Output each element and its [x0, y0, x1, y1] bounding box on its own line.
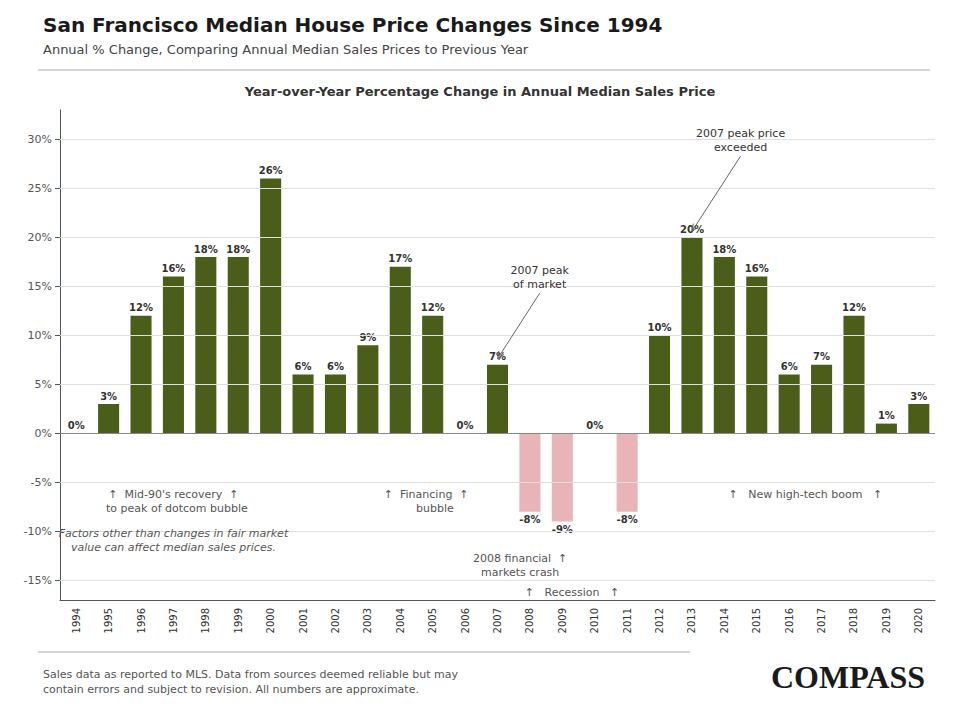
svg-text:Year-over-Year Percentage Chan: Year-over-Year Percentage Change in Annu… — [244, 84, 716, 99]
svg-text:2019: 2019 — [881, 608, 892, 633]
svg-text:18%: 18% — [712, 244, 736, 255]
svg-text:of market: of market — [513, 278, 567, 291]
svg-text:2002: 2002 — [330, 608, 341, 633]
svg-text:10%: 10% — [648, 322, 672, 333]
svg-text:-5%: -5% — [31, 476, 52, 489]
svg-text:↑ New high-tech boom ↑: ↑ New high-tech boom ↑ — [729, 488, 883, 501]
svg-text:2005: 2005 — [427, 608, 438, 633]
svg-text:1997: 1997 — [168, 608, 179, 633]
svg-text:7%: 7% — [489, 351, 506, 362]
svg-text:1%: 1% — [878, 410, 895, 421]
svg-text:0%: 0% — [586, 420, 603, 431]
svg-text:Annual % Change, Comparing Ann: Annual % Change, Comparing Annual Median… — [43, 42, 529, 57]
svg-text:2011: 2011 — [622, 608, 633, 633]
svg-text:1998: 1998 — [200, 608, 211, 633]
svg-text:markets crash: markets crash — [481, 566, 559, 579]
svg-text:-9%: -9% — [552, 524, 573, 535]
svg-text:12%: 12% — [842, 302, 866, 313]
svg-text:2012: 2012 — [654, 608, 665, 633]
svg-text:-10%: -10% — [24, 525, 52, 538]
svg-text:1999: 1999 — [233, 608, 244, 633]
svg-text:2018: 2018 — [848, 608, 859, 633]
svg-text:2009: 2009 — [557, 608, 568, 633]
svg-text:↑ Financing ↑: ↑ Financing ↑ — [384, 488, 469, 501]
svg-text:5%: 5% — [35, 378, 52, 391]
svg-text:2008: 2008 — [524, 608, 535, 633]
svg-text:10%: 10% — [28, 329, 52, 342]
svg-text:20%: 20% — [28, 231, 52, 244]
svg-text:12%: 12% — [421, 302, 445, 313]
svg-text:2004: 2004 — [395, 608, 406, 633]
svg-text:2001: 2001 — [298, 608, 309, 633]
svg-text:Factors other than changes in: Factors other than changes in fair marke… — [59, 527, 289, 540]
svg-text:6%: 6% — [327, 361, 344, 372]
svg-text:exceeded: exceeded — [714, 141, 767, 154]
svg-text:1995: 1995 — [103, 608, 114, 633]
svg-text:contain errors and subject to: contain errors and subject to revision. … — [43, 683, 419, 696]
svg-text:7%: 7% — [813, 351, 830, 362]
svg-text:2013: 2013 — [686, 608, 697, 633]
svg-text:-8%: -8% — [617, 514, 638, 525]
svg-text:16%: 16% — [161, 263, 185, 274]
svg-text:-8%: -8% — [519, 514, 540, 525]
svg-text:12%: 12% — [129, 302, 153, 313]
svg-text:-15%: -15% — [24, 574, 52, 587]
svg-text:2007 peak: 2007 peak — [510, 264, 569, 277]
svg-text:2008 financial ↑: 2008 financial ↑ — [473, 552, 567, 565]
svg-text:15%: 15% — [28, 280, 52, 293]
svg-text:3%: 3% — [910, 391, 927, 402]
svg-text:20%: 20% — [680, 224, 704, 235]
svg-text:18%: 18% — [226, 244, 250, 255]
svg-text:2006: 2006 — [460, 608, 471, 633]
svg-text:2016: 2016 — [784, 608, 795, 633]
svg-text:to peak of dotcom bubble: to peak of dotcom bubble — [99, 502, 248, 515]
svg-text:6%: 6% — [781, 361, 798, 372]
svg-text:COMPASS: COMPASS — [771, 659, 925, 695]
svg-text:18%: 18% — [194, 244, 218, 255]
svg-text:0%: 0% — [457, 420, 474, 431]
svg-text:0%: 0% — [35, 427, 52, 440]
svg-text:San Francisco Median House Pri: San Francisco Median House Price Changes… — [43, 13, 662, 37]
svg-text:value can affect median sales: value can affect median sales prices. — [71, 541, 276, 554]
svg-text:3%: 3% — [100, 391, 117, 402]
svg-text:2003: 2003 — [362, 608, 373, 633]
svg-text:30%: 30% — [28, 133, 52, 146]
svg-text:2007: 2007 — [492, 608, 503, 633]
svg-text:6%: 6% — [295, 361, 312, 372]
svg-text:1994: 1994 — [71, 608, 82, 633]
svg-text:26%: 26% — [259, 165, 283, 176]
svg-text:17%: 17% — [388, 253, 412, 264]
svg-text:9%: 9% — [359, 332, 376, 343]
svg-text:0%: 0% — [68, 420, 85, 431]
svg-text:2010: 2010 — [589, 608, 600, 633]
svg-text:25%: 25% — [28, 182, 52, 195]
svg-text:2015: 2015 — [751, 608, 762, 633]
svg-text:2020: 2020 — [913, 608, 924, 633]
svg-text:1996: 1996 — [136, 608, 147, 633]
svg-text:Sales data as reported to MLS.: Sales data as reported to MLS. Data from… — [43, 668, 459, 681]
svg-text:2000: 2000 — [265, 608, 276, 633]
svg-text:2014: 2014 — [719, 608, 730, 633]
svg-text:bubble: bubble — [399, 502, 454, 515]
svg-text:↑ Mid-90's recovery ↑: ↑ Mid-90's recovery ↑ — [108, 488, 238, 501]
svg-text:2017: 2017 — [816, 608, 827, 633]
svg-text:16%: 16% — [745, 263, 769, 274]
svg-text:↑ Recession ↑: ↑ Recession ↑ — [525, 586, 619, 599]
svg-text:2007 peak price: 2007 peak price — [696, 127, 785, 140]
